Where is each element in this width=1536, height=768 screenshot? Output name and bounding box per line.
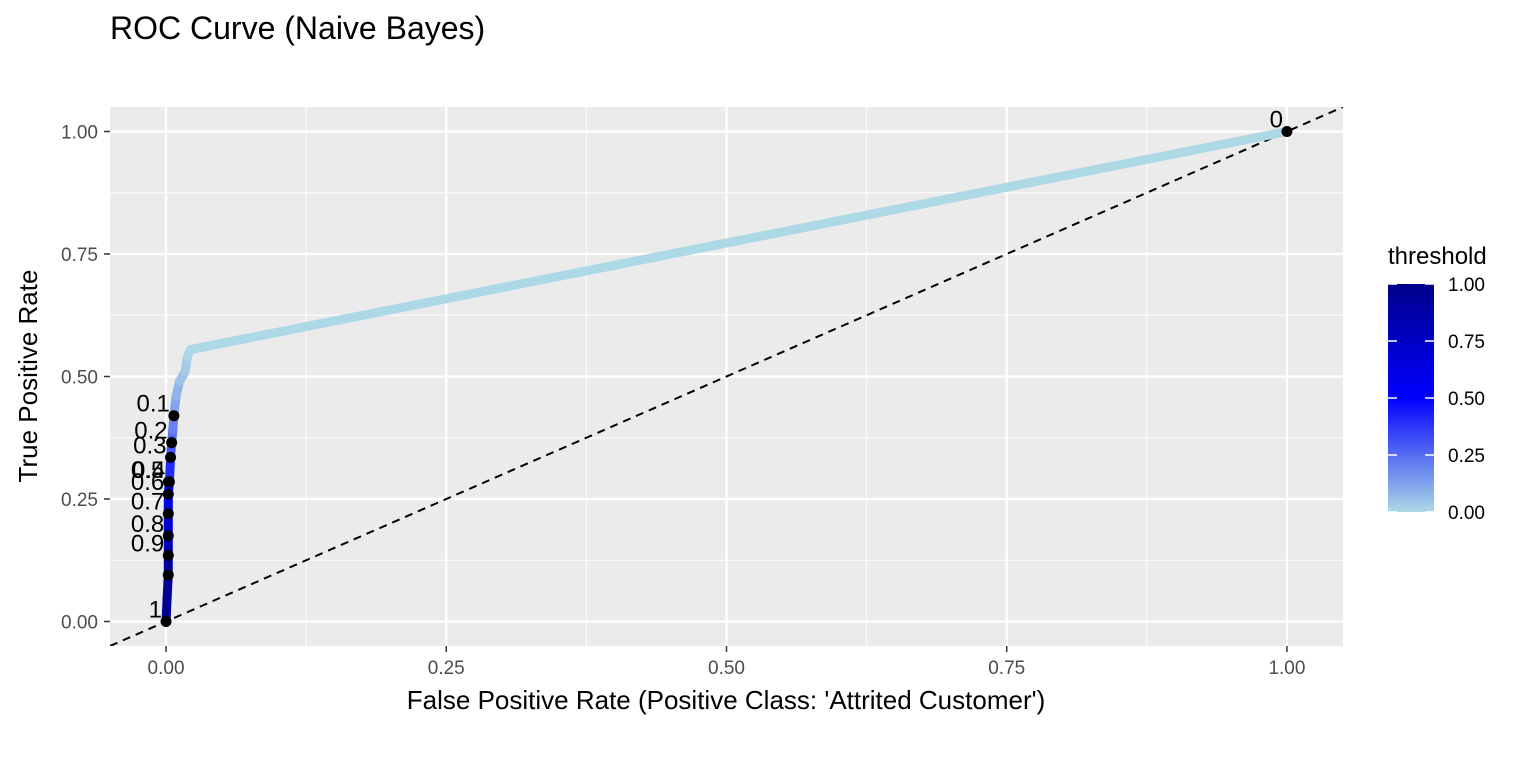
threshold-label: 0.9 bbox=[131, 530, 164, 557]
y-tick-label: 1.00 bbox=[61, 123, 98, 144]
legend-tick-label: 0.50 bbox=[1448, 389, 1485, 410]
legend-ticks: 1.00 0.75 0.50 0.25 0.00 bbox=[1388, 275, 1485, 524]
x-tick-label: 0.25 bbox=[428, 658, 465, 679]
y-tick-label: 0.75 bbox=[61, 245, 98, 266]
threshold-point bbox=[160, 616, 172, 627]
threshold-point bbox=[162, 530, 174, 542]
x-axis-title: False Positive Rate (Positive Class: 'At… bbox=[407, 685, 1045, 715]
y-axis-title: True Positive Rate bbox=[13, 270, 43, 483]
threshold-label: 1 bbox=[149, 597, 162, 624]
y-tick-label: 0.00 bbox=[61, 613, 98, 634]
diagonal-reference-line bbox=[110, 107, 1343, 646]
legend-tick-label: 0.00 bbox=[1448, 503, 1485, 524]
legend-tick-label: 1.00 bbox=[1448, 275, 1485, 296]
legend-tick-label: 0.75 bbox=[1448, 332, 1485, 353]
threshold-label: 0.6 bbox=[131, 469, 164, 496]
legend-title: threshold bbox=[1388, 243, 1487, 270]
threshold-label: 0 bbox=[1270, 107, 1283, 134]
threshold-label: 0.4 bbox=[132, 457, 165, 484]
major-gridlines bbox=[110, 107, 1343, 646]
threshold-point bbox=[162, 569, 174, 581]
threshold-point bbox=[166, 437, 178, 449]
x-tick-label: 0.75 bbox=[988, 658, 1025, 679]
y-axis-ticks: 0.00 0.25 0.50 0.75 1.00 bbox=[61, 123, 110, 634]
threshold-point bbox=[162, 476, 174, 488]
threshold-point bbox=[1281, 126, 1293, 137]
threshold-point bbox=[165, 451, 177, 463]
threshold-label: 0.2 bbox=[134, 418, 167, 445]
threshold-point bbox=[168, 410, 180, 422]
legend-tick-label: 0.25 bbox=[1448, 446, 1485, 467]
threshold-label: 0.5 bbox=[131, 457, 164, 484]
chart-title: ROC Curve (Naive Bayes) bbox=[110, 10, 486, 46]
threshold-labels: 0 0.10.20.30.40.50.60.70.80.9 1 bbox=[131, 107, 1283, 624]
y-tick-label: 0.25 bbox=[61, 490, 98, 511]
x-tick-label: 0.00 bbox=[148, 658, 185, 679]
threshold-legend: threshold 1.00 0.75 0.50 0.25 0.00 bbox=[1388, 243, 1487, 524]
y-tick-label: 0.50 bbox=[61, 368, 98, 389]
threshold-label: 0.7 bbox=[131, 489, 164, 516]
threshold-label: 0.8 bbox=[131, 511, 164, 538]
threshold-label: 0.3 bbox=[133, 432, 166, 459]
threshold-label: 0.1 bbox=[137, 391, 170, 418]
threshold-point bbox=[162, 549, 174, 561]
x-tick-label: 1.00 bbox=[1268, 658, 1305, 679]
roc-curve-segment bbox=[186, 127, 1292, 355]
x-tick-label: 0.50 bbox=[708, 658, 745, 679]
x-axis-ticks: 0.00 0.25 0.50 0.75 1.00 bbox=[148, 646, 1305, 679]
threshold-point bbox=[162, 488, 174, 500]
threshold-points bbox=[160, 126, 1293, 627]
threshold-point bbox=[162, 508, 174, 520]
